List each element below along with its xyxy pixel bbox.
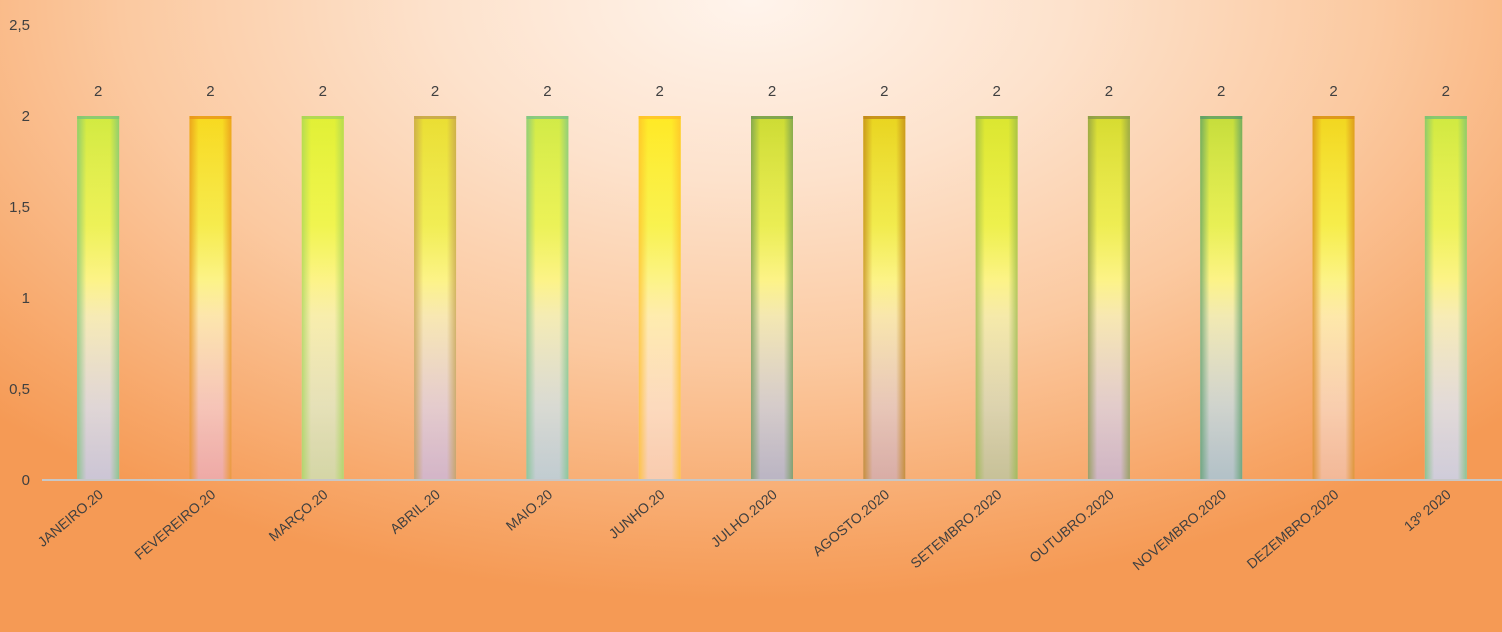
x-category-label: DEZEMBRO.2020 bbox=[1244, 486, 1342, 572]
bar bbox=[526, 116, 569, 480]
x-category-label: AGOSTO.2020 bbox=[809, 486, 892, 559]
bar-top-edge bbox=[1312, 116, 1355, 119]
bar-top-edge bbox=[863, 116, 906, 119]
bar-edge-shade bbox=[77, 116, 120, 480]
bar-top-edge bbox=[1087, 116, 1130, 119]
bar-top-edge bbox=[414, 116, 457, 119]
bar-top-edge bbox=[526, 116, 569, 119]
bar-top-edge bbox=[975, 116, 1018, 119]
bar bbox=[77, 116, 120, 480]
bar-top-edge bbox=[301, 116, 344, 119]
x-axis-category-labels: JANEIRO.20 FEVEREIRO.20 MARÇO.20 ABRIL.20 MA… bbox=[34, 486, 1454, 573]
bar-top-edge bbox=[77, 116, 120, 119]
data-label: 2 bbox=[319, 83, 327, 100]
x-category-label: JANEIRO.20 bbox=[34, 486, 106, 550]
data-label: 2 bbox=[768, 83, 776, 100]
bar-series bbox=[77, 116, 1467, 480]
data-label: 2 bbox=[880, 83, 888, 100]
x-category-label: MARÇO.20 bbox=[266, 486, 331, 544]
bar-top-edge bbox=[638, 116, 681, 119]
bar-edge-shade bbox=[189, 116, 232, 480]
bar-edge-shade bbox=[1424, 116, 1467, 480]
bar bbox=[301, 116, 344, 480]
y-tick-label: 2 bbox=[22, 108, 30, 125]
bar-top-edge bbox=[751, 116, 793, 119]
data-label: 2 bbox=[543, 83, 551, 100]
bar-edge-shade bbox=[526, 116, 569, 480]
bar-top-edge bbox=[189, 116, 232, 119]
bar-top-edge bbox=[1424, 116, 1467, 119]
bar-edge-shade bbox=[751, 116, 793, 480]
bar bbox=[751, 116, 793, 480]
bar bbox=[1424, 116, 1467, 480]
bar bbox=[1200, 116, 1243, 480]
bar bbox=[638, 116, 681, 480]
data-label: 2 bbox=[94, 83, 102, 100]
bar bbox=[863, 116, 906, 480]
x-category-label: FEVEREIRO.20 bbox=[131, 486, 218, 563]
bar-edge-shade bbox=[414, 116, 457, 480]
data-label: 2 bbox=[206, 83, 214, 100]
bar bbox=[1312, 116, 1355, 480]
bar-edge-shade bbox=[1200, 116, 1243, 480]
bar-top-edge bbox=[1200, 116, 1243, 119]
x-category-label: MAIO.20 bbox=[503, 486, 556, 534]
bar-edge-shade bbox=[1312, 116, 1355, 480]
data-label: 2 bbox=[1105, 83, 1113, 100]
data-label: 2 bbox=[1442, 83, 1450, 100]
x-category-label: NOVEMBRO.2020 bbox=[1129, 486, 1229, 573]
bar-edge-shade bbox=[975, 116, 1018, 480]
bar-edge-shade bbox=[1087, 116, 1130, 480]
y-tick-label: 1 bbox=[22, 290, 30, 307]
data-label: 2 bbox=[1217, 83, 1225, 100]
x-category-label: OUTUBRO.2020 bbox=[1026, 486, 1117, 566]
x-category-label: JUNHO.20 bbox=[605, 486, 667, 542]
data-label: 2 bbox=[992, 83, 1000, 100]
bar bbox=[414, 116, 457, 480]
data-label: 2 bbox=[431, 83, 439, 100]
y-tick-label: 1,5 bbox=[9, 199, 30, 216]
y-tick-label: 2,5 bbox=[9, 17, 30, 34]
bar bbox=[1087, 116, 1130, 480]
y-tick-label: 0 bbox=[22, 472, 30, 489]
bar-edge-shade bbox=[863, 116, 906, 480]
bar-edge-shade bbox=[638, 116, 681, 480]
bar bbox=[189, 116, 232, 480]
y-axis-tick-labels: 0 0,5 1 1,5 2 2,5 bbox=[9, 17, 30, 489]
bar-edge-shade bbox=[301, 116, 344, 480]
y-tick-label: 0,5 bbox=[9, 381, 30, 398]
x-category-label: JULHO.2020 bbox=[708, 486, 780, 550]
data-labels: 2 2 2 2 2 2 2 2 2 2 2 2 2 bbox=[94, 83, 1450, 100]
bar bbox=[975, 116, 1018, 480]
x-category-label: SETEMBRO.2020 bbox=[907, 486, 1004, 571]
x-category-label: 13º 2020 bbox=[1401, 486, 1454, 534]
data-label: 2 bbox=[1329, 83, 1337, 100]
data-label: 2 bbox=[656, 83, 664, 100]
x-category-label: ABRIL.20 bbox=[387, 486, 443, 537]
